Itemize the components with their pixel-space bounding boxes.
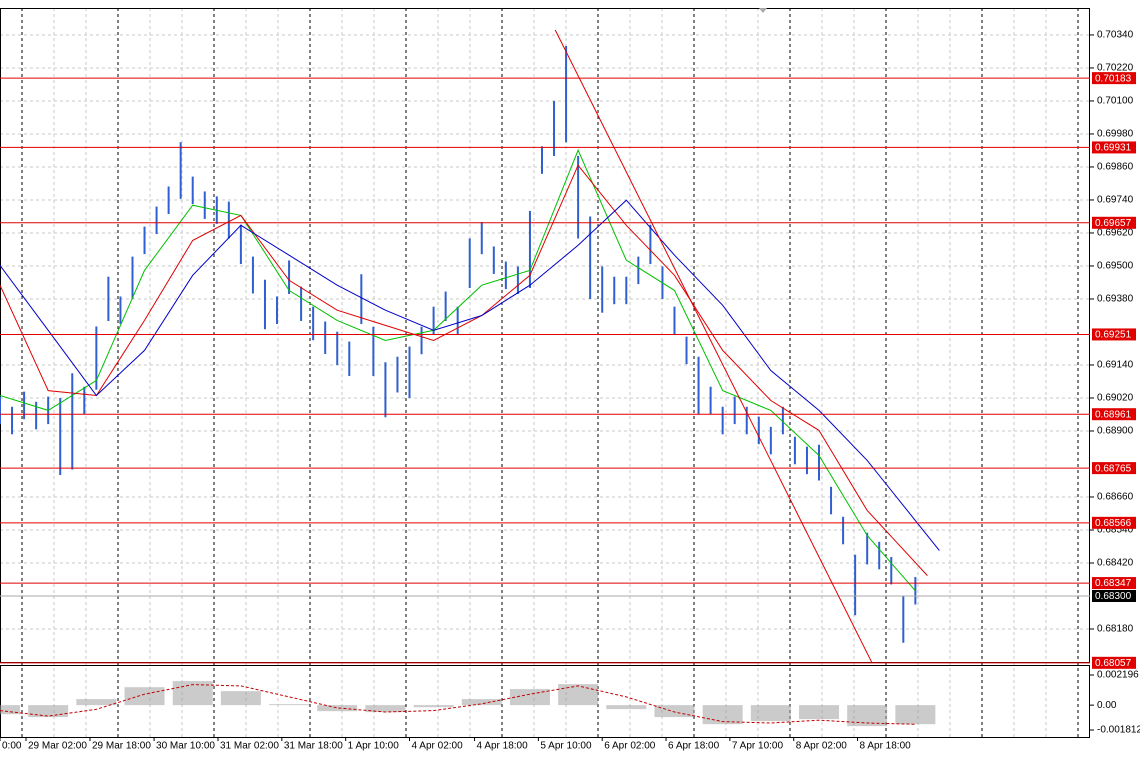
osc-bar (509, 689, 550, 706)
osc-y-tick-label: 0.00 (1097, 700, 1117, 711)
y-tick-label: 0.69860 (1097, 162, 1134, 173)
level-label: 0.69657 (1095, 218, 1132, 229)
osc-bar (0, 705, 20, 715)
y-tick-label: 0.68180 (1097, 624, 1134, 635)
level-tag (1092, 656, 1136, 669)
y-tick-label: 0.68900 (1097, 426, 1134, 437)
osc-bar (895, 705, 936, 725)
sub-frame (0, 665, 1090, 738)
trendline (554, 29, 873, 664)
level-tag (1092, 408, 1136, 421)
level-tag (1092, 462, 1136, 475)
x-tick-label: 8 Apr 02:00 (796, 741, 848, 752)
moving-average (0, 164, 928, 576)
osc-bar (365, 705, 406, 713)
x-tick-label: 1 Apr 10:00 (348, 741, 400, 752)
level-tag (1092, 577, 1136, 590)
shift-marker (759, 8, 767, 13)
y-tick-label: 0.69500 (1097, 261, 1134, 272)
level-label: 0.68347 (1095, 578, 1132, 589)
y-tick-label: 0.69740 (1097, 195, 1134, 206)
x-tick-label: 4 Apr 18:00 (477, 741, 529, 752)
current-price-tag (1092, 589, 1136, 602)
osc-bar (269, 704, 310, 706)
osc-bar (317, 705, 358, 712)
moving-average (0, 199, 940, 551)
y-tick-label: 0.69380 (1097, 294, 1134, 305)
osc-bar (461, 699, 502, 706)
osc-y-tick-label: 0.002196 (1097, 670, 1139, 681)
level-label: 0.69251 (1095, 330, 1132, 341)
osc-bar (76, 699, 117, 706)
osc-bar (124, 687, 165, 706)
osc-bar (28, 705, 69, 718)
x-tick-label: 29 Mar 02:00 (28, 741, 87, 752)
level-tag (1092, 72, 1136, 85)
moving-average (0, 148, 916, 592)
grid (0, 8, 1090, 737)
osc-bar (654, 705, 695, 718)
osc-bar (558, 684, 599, 706)
level-tag (1092, 141, 1136, 154)
level-tag (1092, 216, 1136, 229)
x-tick-label: 4 Apr 02:00 (412, 741, 464, 752)
x-tick-label: 31 Mar 18:00 (284, 741, 343, 752)
level-label: 0.70183 (1095, 73, 1132, 84)
y-tick-label: 0.69980 (1097, 129, 1134, 140)
x-tick-label: 6 Apr 02:00 (604, 741, 656, 752)
level-label: 0.68566 (1095, 518, 1132, 529)
y-tick-label: 0.70100 (1097, 96, 1134, 107)
level-label: 0.69931 (1095, 143, 1132, 154)
x-tick-label: 29 Mar 18:00 (92, 741, 151, 752)
osc-bar (847, 705, 888, 727)
y-tick-label: 0.69140 (1097, 360, 1134, 371)
level-tag (1092, 328, 1136, 341)
y-tick-label: 0.70340 (1097, 30, 1134, 41)
x-tick-label: 7 Apr 10:00 (732, 741, 784, 752)
level-label: 0.68765 (1095, 463, 1132, 474)
osc-bar (750, 705, 791, 722)
y-tick-label: 0.70220 (1097, 63, 1134, 74)
osc-bar (799, 705, 840, 720)
osc-bar (606, 705, 647, 710)
x-tick-label: 31 Mar 02:00 (220, 741, 279, 752)
x-tick-label: 5 Apr 10:00 (540, 741, 592, 752)
level-label: 0.68057 (1095, 658, 1132, 669)
x-tick-label: 30 Mar 10:00 (156, 741, 215, 752)
y-tick-label: 0.69020 (1097, 393, 1134, 404)
osc-bar (413, 705, 454, 708)
y-tick-label: 0.68420 (1097, 558, 1134, 569)
y-tick-label: 0.68540 (1097, 525, 1134, 536)
current-price-label: 0.68300 (1095, 591, 1132, 602)
y-tick-label: 0.68660 (1097, 492, 1134, 503)
osc-bar (220, 691, 261, 706)
x-tick-label: 8 Apr 18:00 (860, 741, 912, 752)
x-tick-label: 6 Apr 18:00 (668, 741, 720, 752)
level-tag (1092, 516, 1136, 529)
x-tick-label: 0:00 (2, 741, 22, 752)
osc-y-tick-label: -0.001812 (1097, 725, 1140, 736)
y-tick-label: 0.69620 (1097, 228, 1134, 239)
osc-signal (0, 684, 916, 725)
level-label: 0.68961 (1095, 409, 1132, 420)
